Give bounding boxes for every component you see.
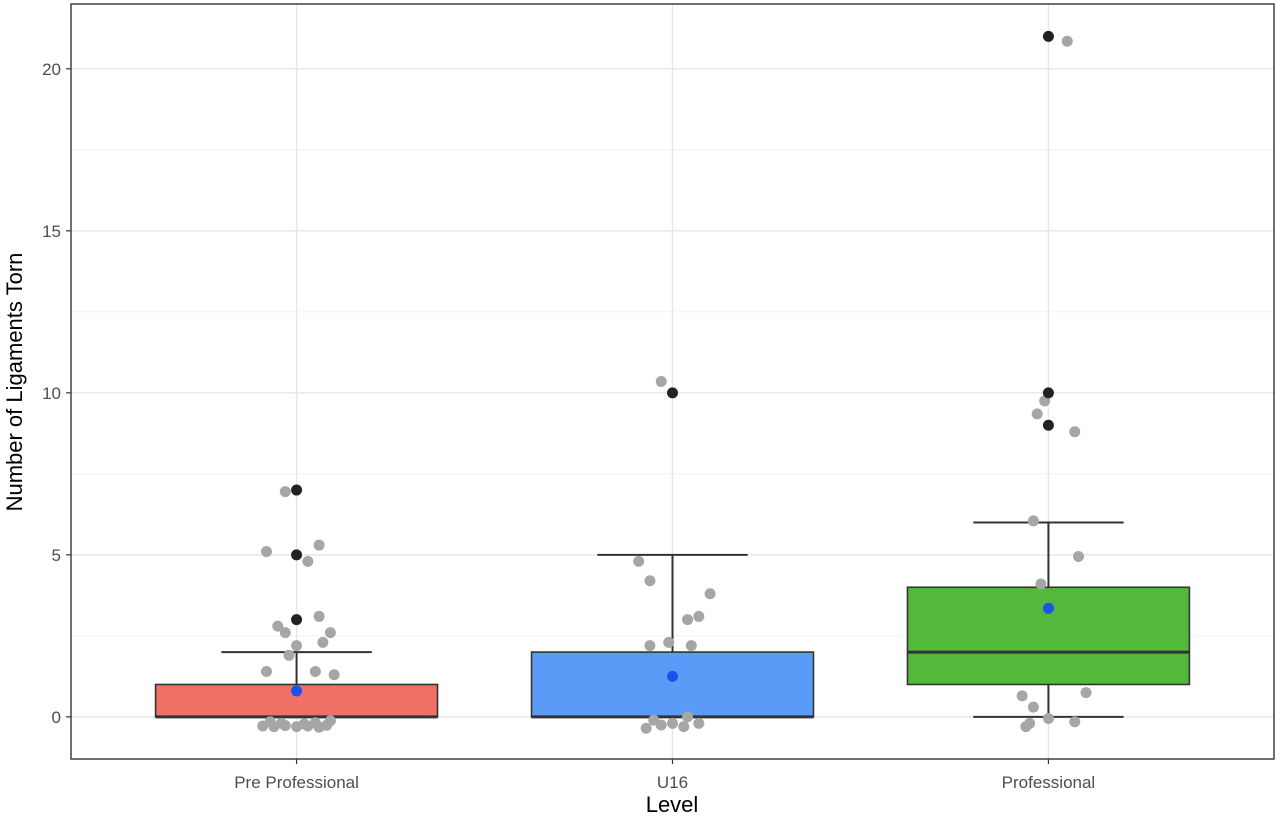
jitter-point — [1024, 717, 1036, 729]
jitter-point — [302, 555, 314, 567]
mean-point — [1042, 602, 1054, 614]
box-pre-professional — [154, 683, 439, 718]
x-tick-label: Professional — [1002, 773, 1096, 792]
jitter-point — [655, 376, 667, 387]
x-axis-title: Level — [646, 792, 699, 817]
jitter-point — [276, 717, 288, 729]
jitter-point — [324, 627, 336, 639]
jitter-point — [1027, 701, 1039, 713]
jitter-point — [1069, 716, 1081, 728]
jitter-point — [667, 717, 678, 729]
jitter-point — [682, 614, 694, 626]
y-tick-label: 15 — [42, 222, 61, 241]
points-layer — [257, 30, 1092, 734]
jitter-point — [272, 620, 284, 632]
outlier-point — [291, 549, 303, 561]
boxes-layer — [154, 521, 1191, 719]
jitter-point — [693, 717, 705, 729]
jitter-point — [663, 636, 675, 648]
jitter-point — [1073, 550, 1085, 562]
jitter-point — [279, 627, 291, 639]
jitter-point — [324, 715, 336, 727]
jitter-point — [1031, 408, 1043, 420]
y-tick-label: 20 — [42, 60, 61, 79]
jitter-point — [264, 716, 276, 728]
jitter-point — [1080, 687, 1092, 699]
jitter-point — [682, 711, 694, 723]
jitter-point — [685, 640, 697, 652]
jitter-point — [644, 575, 656, 587]
jitter-point — [648, 714, 660, 726]
jitter-point — [633, 555, 645, 567]
jitter-point — [260, 666, 272, 678]
jitter-point — [317, 636, 329, 648]
mean-point — [291, 685, 303, 697]
y-axis-title: Number of Ligaments Torn — [2, 253, 27, 512]
jitter-point — [313, 539, 325, 551]
outlier-point — [291, 484, 303, 496]
jitter-point — [279, 486, 291, 498]
y-tick-label: 10 — [42, 384, 61, 403]
jitter-point — [644, 640, 656, 652]
outlier-point — [1042, 387, 1054, 399]
x-tick-label: Pre Professional — [234, 773, 359, 792]
x-tick-label: U16 — [657, 773, 688, 792]
y-tick-label: 0 — [52, 708, 61, 727]
jitter-point — [291, 640, 303, 652]
jitter-point — [328, 669, 340, 681]
mean-point — [667, 670, 678, 682]
outlier-point — [667, 387, 678, 399]
jitter-point — [313, 610, 325, 622]
jitter-point — [1069, 426, 1081, 438]
jitter-point — [640, 722, 652, 734]
jitter-point — [283, 649, 295, 661]
outlier-point — [1042, 30, 1054, 42]
box-professional — [906, 586, 1191, 686]
jitter-point — [693, 610, 705, 622]
jitter-point — [309, 666, 321, 678]
jitter-point — [1035, 578, 1047, 590]
jitter-point — [298, 718, 310, 730]
jitter-point — [260, 546, 272, 558]
y-tick-label: 5 — [52, 546, 61, 565]
jitter-point — [1016, 690, 1028, 702]
jitter-point — [704, 588, 716, 600]
axis-ticks: 0 5 10 15 20 Pre Professional U16 Professional — [42, 60, 1095, 792]
jitter-point — [678, 721, 690, 733]
outlier-point — [291, 614, 303, 626]
jitter-point — [1042, 712, 1054, 724]
jitter-point — [309, 717, 321, 729]
jitter-point — [1061, 35, 1073, 47]
jitter-point — [1027, 515, 1039, 527]
outlier-point — [1042, 419, 1054, 431]
box-u16 — [530, 651, 815, 718]
